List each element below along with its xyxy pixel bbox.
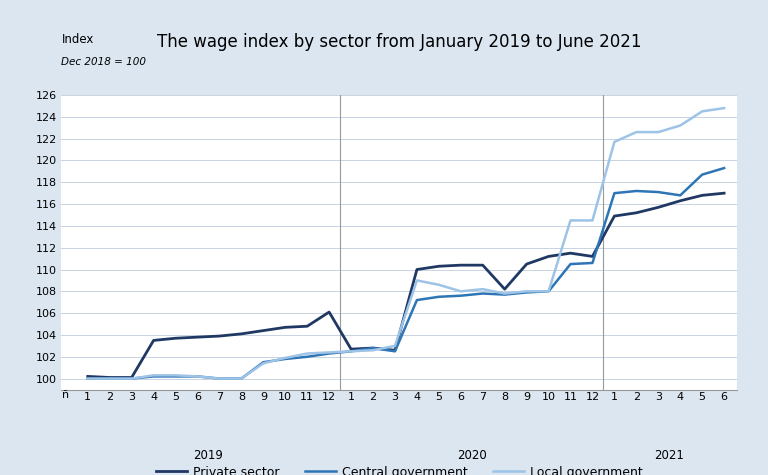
Text: 2019: 2019 bbox=[194, 449, 223, 463]
Text: Index: Index bbox=[61, 33, 94, 46]
Legend: Private sector, Central government, Local government: Private sector, Central government, Loca… bbox=[151, 461, 648, 475]
Text: 2021: 2021 bbox=[654, 449, 684, 463]
Text: Dec 2018 = 100: Dec 2018 = 100 bbox=[61, 57, 147, 67]
Text: 2020: 2020 bbox=[457, 449, 487, 463]
Text: ñ: ñ bbox=[62, 390, 69, 399]
Text: The wage index by sector from January 2019 to June 2021: The wage index by sector from January 20… bbox=[157, 33, 641, 51]
